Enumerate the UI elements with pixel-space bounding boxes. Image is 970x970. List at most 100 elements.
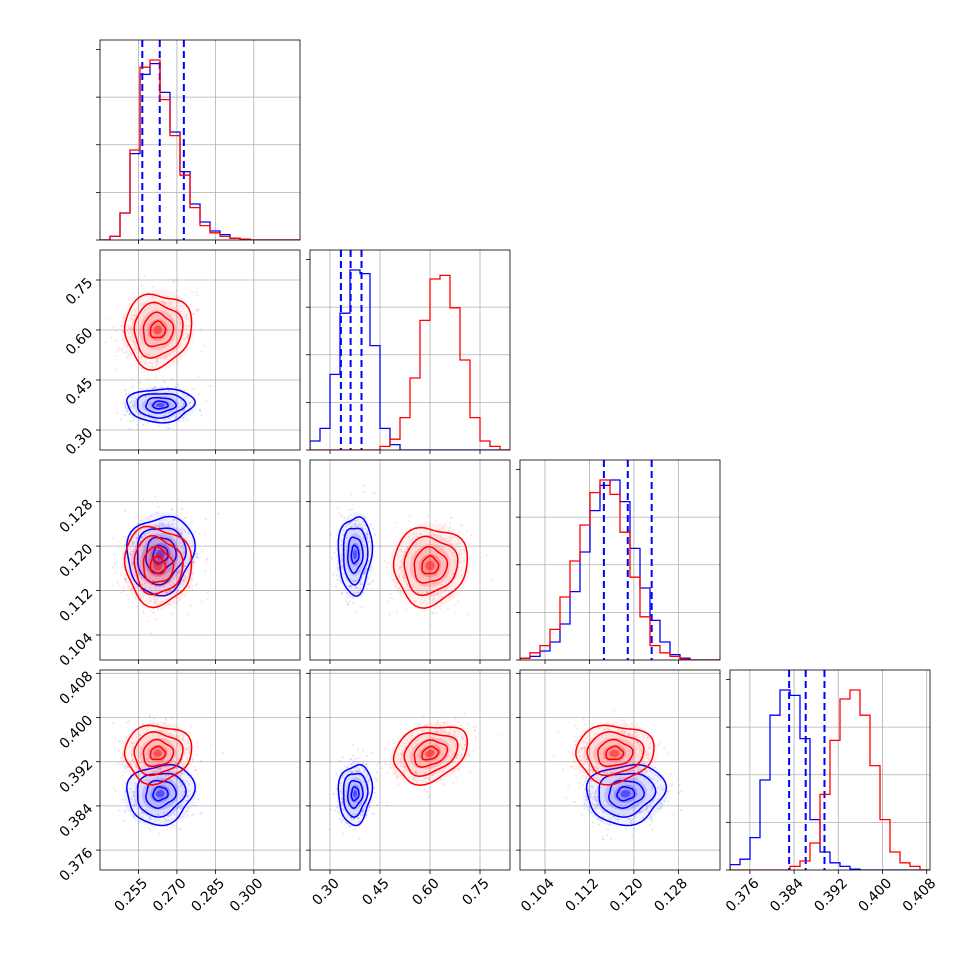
scatter-point bbox=[408, 587, 411, 590]
scatter-point bbox=[167, 417, 170, 419]
scatter-point bbox=[573, 801, 576, 803]
scatter-point bbox=[130, 396, 133, 399]
scatter-point bbox=[584, 788, 587, 790]
scatter-point bbox=[458, 530, 461, 533]
scatter-point bbox=[171, 278, 174, 281]
scatter-point bbox=[121, 566, 124, 569]
scatter-point bbox=[140, 577, 143, 580]
scatter-point bbox=[183, 395, 186, 398]
scatter-point bbox=[663, 747, 666, 750]
scatter-point bbox=[128, 762, 131, 765]
scatter-point bbox=[182, 402, 185, 405]
scatter-point bbox=[565, 796, 568, 799]
contour-line-0 bbox=[575, 724, 655, 786]
scatter-point bbox=[460, 574, 463, 577]
scatter-point bbox=[130, 798, 133, 801]
density-fill-level-4 bbox=[153, 325, 162, 335]
scatter-point bbox=[165, 518, 168, 521]
x-tick-label: 0.45 bbox=[359, 875, 392, 908]
scatter-point bbox=[461, 524, 464, 527]
scatter-point bbox=[148, 815, 151, 818]
scatter-point bbox=[626, 734, 629, 737]
scatter-point bbox=[131, 404, 134, 407]
scatter-point bbox=[608, 729, 610, 732]
scatter-point bbox=[179, 310, 182, 313]
scatter-point bbox=[129, 563, 132, 566]
contour-line-3 bbox=[421, 745, 440, 761]
scatter-point bbox=[135, 765, 138, 768]
scatter-point bbox=[175, 602, 178, 605]
scatter-point bbox=[116, 580, 119, 583]
scatter-point bbox=[341, 581, 343, 584]
scatter-point bbox=[369, 523, 372, 526]
scatter-point bbox=[177, 308, 180, 311]
scatter-point bbox=[181, 735, 184, 738]
contour-line-3 bbox=[152, 786, 169, 802]
scatter-point bbox=[149, 609, 152, 612]
scatter-point bbox=[396, 611, 398, 614]
scatter-point bbox=[612, 723, 614, 726]
scatter-point bbox=[162, 415, 165, 418]
density-fill-level-4 bbox=[352, 790, 358, 798]
scatter-point bbox=[355, 766, 357, 769]
scatter-point bbox=[191, 572, 194, 575]
scatter-point bbox=[132, 416, 135, 419]
scatter-point bbox=[130, 550, 133, 553]
scatter-point bbox=[395, 775, 398, 778]
scatter-point bbox=[142, 524, 145, 527]
scatter-point bbox=[217, 512, 220, 515]
scatter-point bbox=[145, 395, 147, 398]
scatter-point bbox=[353, 519, 356, 522]
scatter-point bbox=[356, 761, 359, 763]
scatter-point bbox=[628, 818, 631, 821]
scatter-point bbox=[141, 609, 144, 612]
scatter-point bbox=[153, 495, 156, 498]
scatter-point bbox=[136, 584, 139, 587]
scatter-point bbox=[640, 811, 643, 814]
scatter-point bbox=[365, 813, 368, 816]
scatter-point bbox=[188, 402, 191, 405]
scatter-point bbox=[137, 304, 140, 307]
scatter-point bbox=[130, 753, 133, 756]
scatter-point bbox=[186, 786, 189, 789]
scatter-point bbox=[136, 541, 139, 544]
scatter-point bbox=[624, 723, 627, 726]
scatter-point bbox=[649, 745, 652, 748]
scatter-point bbox=[182, 552, 185, 555]
scatter-point bbox=[365, 801, 368, 804]
scatter-point bbox=[176, 315, 179, 318]
scatter-point bbox=[432, 596, 435, 599]
scatter-point bbox=[385, 804, 388, 807]
scatter-point bbox=[172, 787, 175, 790]
scatter-point bbox=[421, 779, 424, 782]
panel-frame bbox=[309, 249, 511, 451]
scatter-point bbox=[143, 821, 146, 824]
scatter-point bbox=[434, 772, 437, 774]
scatter-point bbox=[180, 322, 183, 325]
scatter-point bbox=[586, 758, 588, 761]
scatter-point bbox=[203, 344, 206, 347]
scatter-point bbox=[165, 718, 168, 721]
scatter-point bbox=[157, 813, 160, 816]
scatter-point bbox=[124, 578, 127, 581]
scatter-point bbox=[396, 554, 399, 557]
scatter-point bbox=[197, 308, 200, 311]
scatter-point bbox=[210, 745, 213, 747]
scatter-point bbox=[352, 818, 355, 821]
contour-line-1 bbox=[403, 535, 459, 597]
scatter-point bbox=[365, 553, 368, 556]
scatter-point bbox=[654, 774, 657, 777]
scatter-point bbox=[191, 313, 194, 316]
scatter-point bbox=[179, 807, 182, 809]
scatter-point bbox=[142, 595, 144, 598]
scatter-point bbox=[355, 587, 358, 589]
scatter-point bbox=[169, 589, 172, 592]
scatter-point bbox=[146, 726, 149, 729]
scatter-point bbox=[130, 557, 133, 560]
scatter-point bbox=[167, 774, 169, 777]
scatter-point bbox=[403, 573, 406, 576]
scatter-point bbox=[121, 740, 124, 743]
scatter-point bbox=[129, 352, 132, 355]
scatter-point bbox=[156, 595, 159, 598]
scatter-point bbox=[354, 757, 356, 760]
